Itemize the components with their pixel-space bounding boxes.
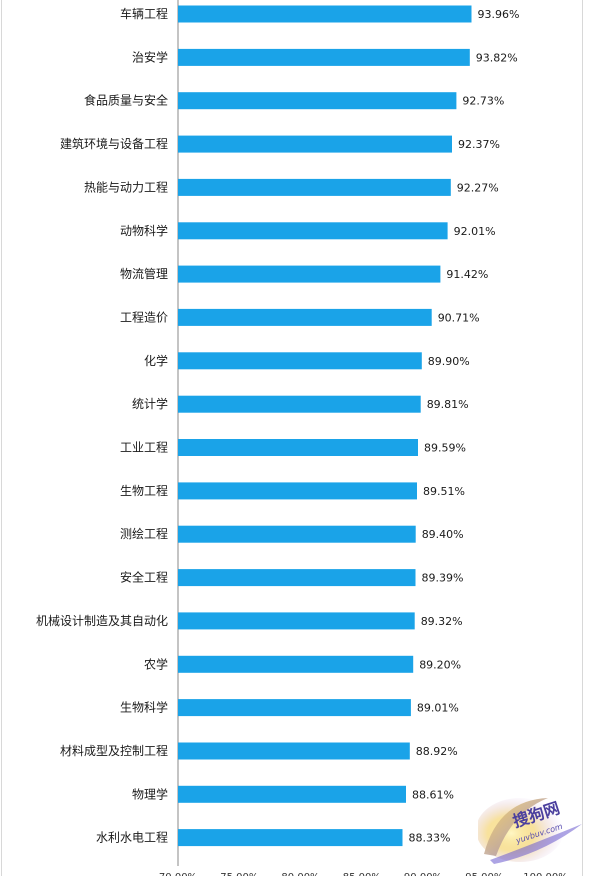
x-tick-label-7: 100.00%: [523, 872, 568, 876]
value-label-13: 89.40%: [422, 528, 464, 541]
site-watermark-logo: 搜狗网 yuvbuv.com: [478, 798, 582, 864]
x-tick-labels-group: 70.00% 75.00% 80.00% 85.00% 90.00% 95.00% 100.…: [159, 872, 568, 876]
bar-7: [178, 265, 441, 283]
value-label-19: 88.61%: [412, 788, 454, 801]
value-label-3: 92.73%: [462, 95, 504, 108]
value-label-17: 89.01%: [417, 702, 459, 715]
category-label-5: 热能与动力工程: [84, 179, 168, 194]
value-label-7: 91.42%: [446, 268, 488, 281]
category-label-8: 工程造价: [120, 309, 168, 324]
x-tick-label-1: 70.00%: [159, 872, 197, 876]
category-label-19: 物理学: [132, 786, 168, 801]
value-label-11: 89.59%: [424, 442, 466, 455]
value-label-8: 90.71%: [438, 311, 480, 324]
category-label-2: 治安学: [132, 49, 168, 64]
x-tick-label-2: 75.00%: [220, 872, 258, 876]
bar-13: [178, 525, 416, 543]
bar-3: [178, 92, 457, 110]
bar-10: [178, 395, 421, 413]
bar-18: [178, 742, 410, 760]
bar-16: [178, 655, 414, 673]
category-label-4: 建筑环境与设备工程: [60, 136, 168, 151]
bar-2: [178, 48, 470, 66]
bar-20: [178, 829, 403, 847]
value-label-10: 89.81%: [427, 398, 469, 411]
bar-15: [178, 612, 415, 630]
category-label-11: 工业工程: [120, 440, 168, 455]
category-label-3: 食品质量与安全: [84, 93, 168, 108]
bar-4: [178, 135, 452, 153]
category-label-17: 生物科学: [120, 700, 168, 715]
bar-5: [178, 178, 451, 196]
value-label-2: 93.82%: [476, 51, 518, 64]
category-label-7: 物流管理: [120, 266, 168, 281]
bar-17: [178, 699, 411, 717]
value-label-9: 89.90%: [428, 355, 470, 368]
x-tick-label-4: 85.00%: [343, 872, 381, 876]
category-label-20: 水利水电工程: [96, 830, 168, 845]
category-label-6: 动物科学: [120, 223, 168, 238]
category-label-14: 安全工程: [120, 570, 168, 585]
category-label-10: 统计学: [132, 396, 168, 411]
bars-group: [178, 5, 472, 847]
category-label-16: 农学: [144, 656, 168, 671]
bar-12: [178, 482, 417, 500]
category-label-1: 车辆工程: [120, 6, 168, 21]
value-label-15: 89.32%: [421, 615, 463, 628]
value-label-14: 89.39%: [422, 572, 464, 585]
x-tick-label-6: 95.00%: [465, 872, 503, 876]
category-label-15: 机械设计制造及其自动化: [36, 613, 168, 628]
value-label-5: 92.27%: [457, 181, 499, 194]
bar-19: [178, 785, 406, 803]
frame-left-line: [1, 0, 2, 876]
x-tick-label-3: 80.00%: [281, 872, 319, 876]
bar-14: [178, 569, 416, 587]
bar-8: [178, 308, 432, 326]
value-label-18: 88.92%: [416, 745, 458, 758]
bar-1: [178, 5, 472, 23]
category-label-12: 生物工程: [120, 483, 168, 498]
value-label-4: 92.37%: [458, 138, 500, 151]
value-label-20: 88.33%: [409, 832, 451, 845]
x-tick-label-5: 90.00%: [404, 872, 442, 876]
value-label-6: 92.01%: [454, 225, 496, 238]
value-labels-group: 93.96% 93.82% 92.73% 92.37% 92.27% 92.01% 91.4…: [409, 8, 520, 845]
category-label-18: 材料成型及控制工程: [60, 743, 168, 758]
bar-6: [178, 222, 448, 240]
frame-right-line: [582, 0, 583, 876]
category-labels-group: 车辆工程治安学食品质量与安全建筑环境与设备工程热能与动力工程动物科学物流管理工程…: [36, 6, 168, 845]
value-label-1: 93.96%: [478, 8, 520, 21]
category-label-9: 化学: [144, 353, 168, 368]
category-label-13: 测绘工程: [120, 526, 168, 541]
bar-11: [178, 439, 418, 456]
value-label-16: 89.20%: [419, 658, 461, 671]
value-label-12: 89.51%: [423, 485, 465, 498]
bar-9: [178, 352, 422, 370]
